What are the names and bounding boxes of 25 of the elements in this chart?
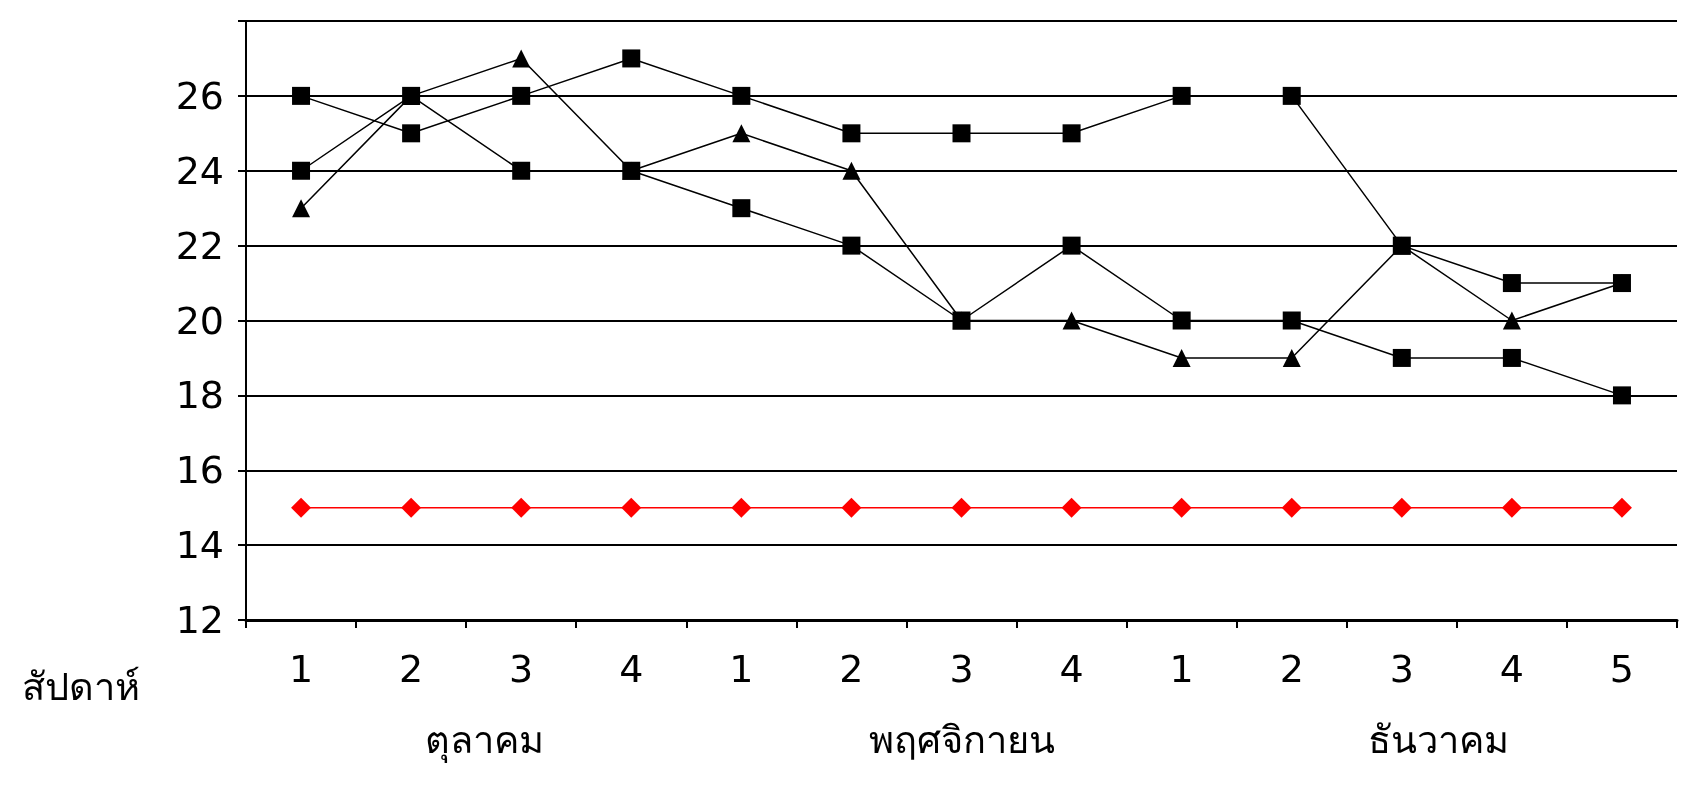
y-tick-label: 12 xyxy=(175,598,224,642)
y-tick-label: 18 xyxy=(175,373,224,418)
x-tick-label: 1 xyxy=(288,647,314,691)
x-tick-label: 4 xyxy=(619,647,644,691)
x-tick-label: 3 xyxy=(1389,647,1414,691)
x-tick-label: 4 xyxy=(1059,647,1084,691)
x-tick-label: 2 xyxy=(1279,647,1304,691)
x-tick-label: 1 xyxy=(1169,647,1194,691)
y-tick-label: 26 xyxy=(175,73,224,118)
text: ตุลาคม xyxy=(425,718,544,763)
y-tick-label: 16 xyxy=(175,448,224,493)
text: พฤศจิกายน xyxy=(868,718,1055,762)
y-tick-label: 24 xyxy=(175,148,224,193)
x-tick-label: 2 xyxy=(839,647,864,691)
x-tick-label: 3 xyxy=(509,647,534,691)
y-tick-label: 22 xyxy=(175,223,224,268)
x-tick-label: 4 xyxy=(1499,647,1524,691)
y-tick-label: 20 xyxy=(175,298,224,343)
x-tick-label: 5 xyxy=(1609,647,1635,691)
x-tick-label: 3 xyxy=(949,647,974,691)
x-axis-title: สัปดาห์ xyxy=(22,665,140,709)
x-tick-label: 1 xyxy=(729,647,754,691)
text: ธันวาคม xyxy=(1368,718,1509,762)
y-tick-label: 14 xyxy=(175,523,224,568)
x-tick-label: 2 xyxy=(399,647,424,691)
